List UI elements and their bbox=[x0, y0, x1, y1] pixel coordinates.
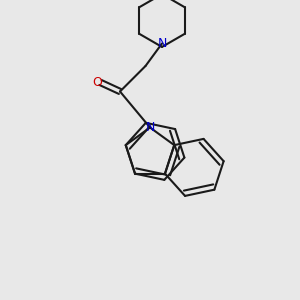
Text: N: N bbox=[157, 37, 167, 50]
Text: N: N bbox=[145, 121, 155, 134]
Text: O: O bbox=[92, 76, 102, 89]
